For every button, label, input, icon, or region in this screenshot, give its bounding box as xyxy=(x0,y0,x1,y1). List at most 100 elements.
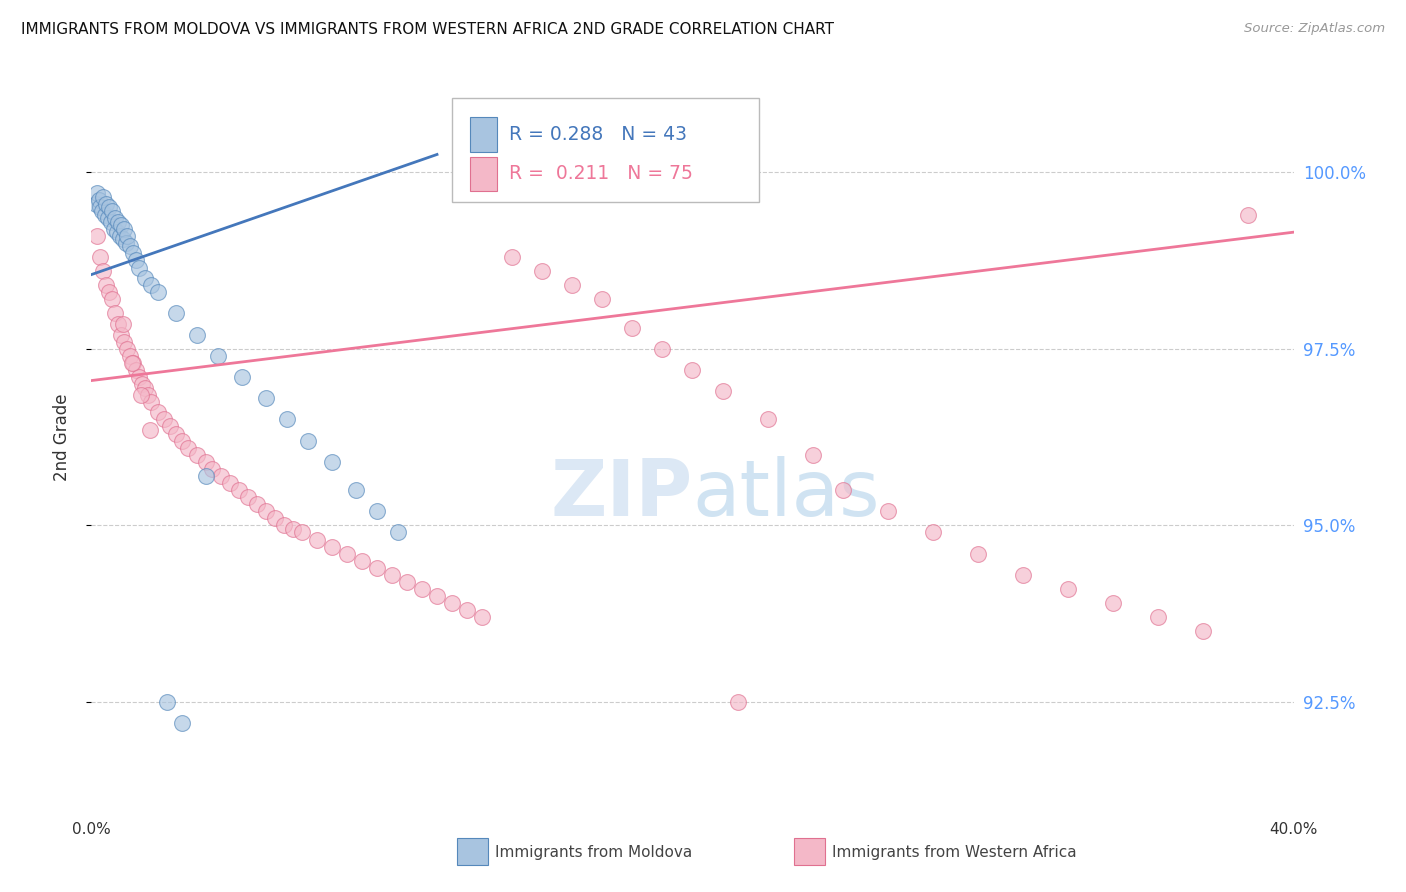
Point xyxy=(122,356,145,370)
Point xyxy=(395,574,418,589)
Point xyxy=(194,455,217,469)
Point xyxy=(128,370,150,384)
Y-axis label: 2nd Grade: 2nd Grade xyxy=(52,393,70,481)
Point xyxy=(146,405,169,419)
Point xyxy=(441,596,464,610)
Point xyxy=(1237,207,1260,221)
Point xyxy=(114,221,136,235)
Point xyxy=(107,317,129,331)
Point xyxy=(756,412,779,426)
Point xyxy=(125,363,148,377)
Point xyxy=(86,186,108,201)
Point xyxy=(591,293,613,307)
FancyBboxPatch shape xyxy=(451,98,759,202)
Point xyxy=(228,483,250,497)
Point xyxy=(98,201,121,215)
Text: Immigrants from Western Africa: Immigrants from Western Africa xyxy=(832,846,1077,860)
Point xyxy=(344,483,367,497)
Point xyxy=(831,483,853,497)
Point xyxy=(111,317,134,331)
Point xyxy=(336,547,359,561)
Point xyxy=(194,469,217,483)
Point xyxy=(170,434,193,448)
Point xyxy=(209,469,232,483)
Point xyxy=(121,356,143,370)
Point xyxy=(122,246,145,260)
Point xyxy=(131,377,153,392)
Text: R = 0.288   N = 43: R = 0.288 N = 43 xyxy=(509,125,686,144)
Point xyxy=(101,204,124,219)
Point xyxy=(152,412,174,426)
Point xyxy=(711,384,734,399)
Point xyxy=(321,455,343,469)
Point xyxy=(922,525,945,540)
Bar xyxy=(470,157,496,191)
Bar xyxy=(470,118,496,152)
Point xyxy=(139,423,162,437)
Point xyxy=(100,214,122,228)
Point xyxy=(291,525,314,540)
Point xyxy=(146,285,169,300)
Point xyxy=(104,211,127,225)
Point xyxy=(231,370,253,384)
Point xyxy=(801,448,824,462)
Point xyxy=(159,419,181,434)
Point xyxy=(281,522,304,536)
Point xyxy=(426,589,449,603)
Point xyxy=(1192,624,1215,639)
Point xyxy=(110,218,132,232)
Point xyxy=(246,497,269,511)
Point xyxy=(456,603,478,617)
Point xyxy=(93,264,115,278)
Point xyxy=(93,190,115,204)
Point xyxy=(276,412,298,426)
Point xyxy=(97,211,120,225)
Text: 0.0%: 0.0% xyxy=(72,822,111,837)
Point xyxy=(110,327,132,342)
Point xyxy=(125,253,148,268)
Point xyxy=(86,228,108,243)
Text: 40.0%: 40.0% xyxy=(1270,822,1317,837)
Text: IMMIGRANTS FROM MOLDOVA VS IMMIGRANTS FROM WESTERN AFRICA 2ND GRADE CORRELATION : IMMIGRANTS FROM MOLDOVA VS IMMIGRANTS FR… xyxy=(21,22,834,37)
Point xyxy=(254,504,277,518)
Point xyxy=(103,221,125,235)
Point xyxy=(134,271,156,285)
Point xyxy=(1057,582,1080,596)
Point xyxy=(96,197,118,211)
Text: ZIP: ZIP xyxy=(550,456,692,533)
Point xyxy=(1012,567,1035,582)
Point xyxy=(114,334,136,349)
Point xyxy=(141,278,163,293)
Point xyxy=(117,228,139,243)
Point xyxy=(111,232,134,246)
Point xyxy=(967,547,990,561)
Text: R =  0.211   N = 75: R = 0.211 N = 75 xyxy=(509,164,692,183)
Point xyxy=(96,278,118,293)
Point xyxy=(501,250,523,264)
Point xyxy=(297,434,319,448)
Point xyxy=(727,695,749,709)
Point xyxy=(236,490,259,504)
Point xyxy=(120,239,142,253)
Point xyxy=(876,504,898,518)
Point xyxy=(254,391,277,405)
Point xyxy=(651,342,673,356)
Point xyxy=(186,448,208,462)
Point xyxy=(561,278,583,293)
Point xyxy=(366,561,388,575)
Point xyxy=(98,285,121,300)
Point xyxy=(1147,610,1170,624)
Point xyxy=(165,426,187,441)
Point xyxy=(381,567,404,582)
Point xyxy=(89,201,111,215)
Point xyxy=(129,387,152,401)
Point xyxy=(207,349,229,363)
Point xyxy=(350,554,373,568)
Point xyxy=(621,320,644,334)
Point xyxy=(101,293,124,307)
Point xyxy=(170,716,193,731)
Text: atlas: atlas xyxy=(692,456,880,533)
Point xyxy=(134,381,156,395)
Point xyxy=(141,394,163,409)
Point xyxy=(89,250,111,264)
